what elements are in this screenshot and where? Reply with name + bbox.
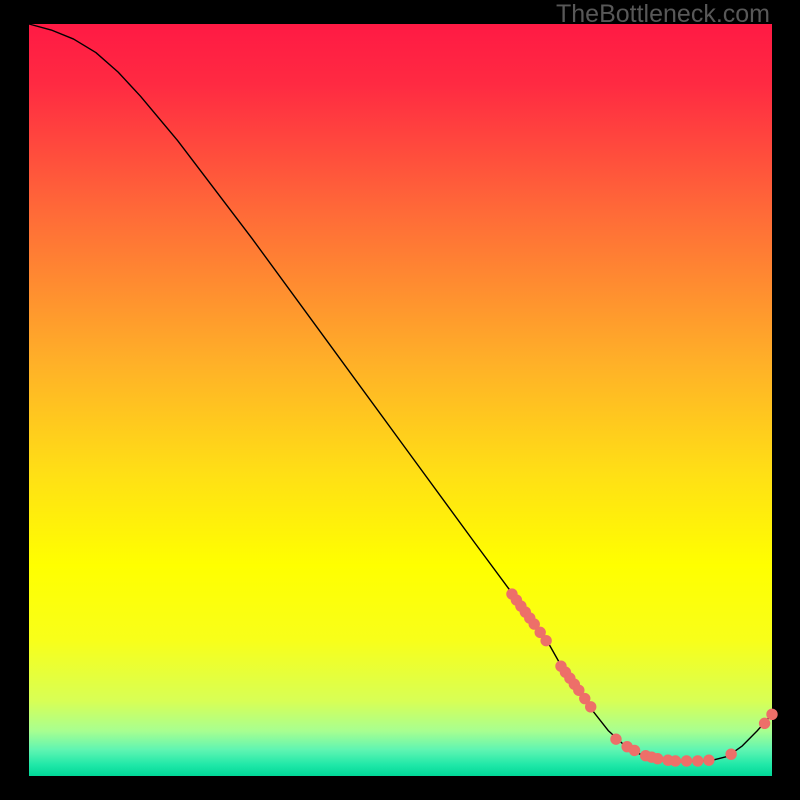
watermark-text: TheBottleneck.com [556,0,770,29]
data-marker [693,756,703,766]
chart-overlay [29,24,772,776]
data-marker [759,718,769,728]
data-marker [629,745,639,755]
data-marker [681,756,691,766]
chart-plot-area [29,24,772,776]
data-marker [652,754,662,764]
data-marker [586,702,596,712]
data-marker [541,635,551,645]
data-marker [726,749,736,759]
stage: TheBottleneck.com [0,0,800,800]
bottleneck-curve [29,24,772,762]
data-marker [767,709,777,719]
data-marker [670,756,680,766]
data-marker [704,755,714,765]
data-marker [611,734,621,744]
